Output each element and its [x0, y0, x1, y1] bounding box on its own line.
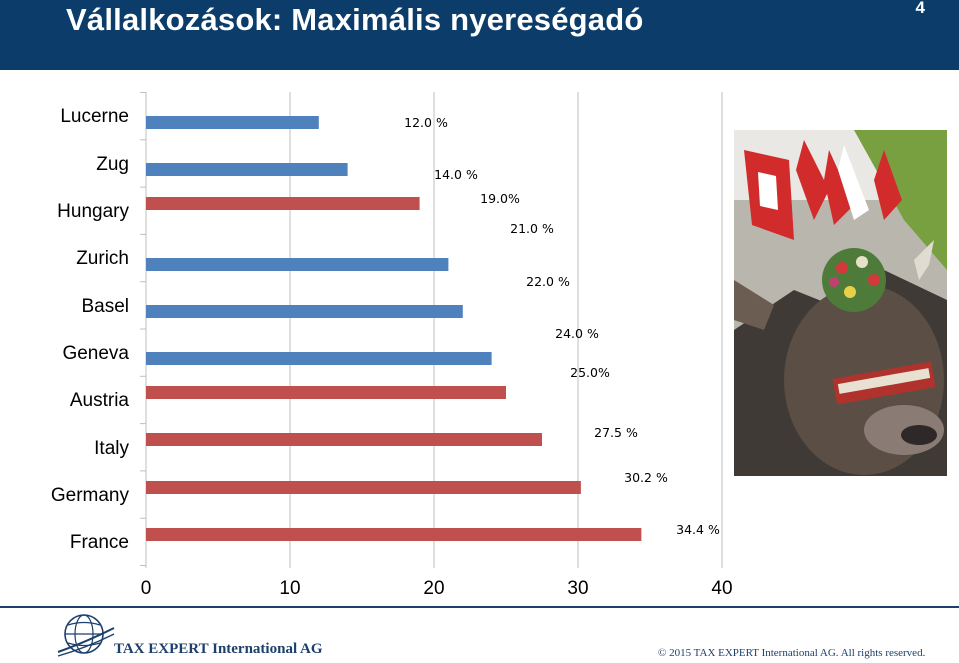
company-name: TAX EXPERT International AG — [114, 641, 323, 657]
x-tick-label: 20 — [423, 578, 444, 599]
data-label: 24.0 % — [555, 326, 599, 341]
bar-hungary — [146, 197, 420, 210]
x-tick-label: 30 — [567, 578, 588, 599]
bar-zurich — [146, 258, 449, 271]
category-label: Germany — [51, 485, 130, 506]
category-label: Hungary — [57, 201, 129, 222]
data-label: 19.0% — [480, 191, 520, 206]
cow-photo — [734, 130, 947, 476]
copyright-text: © 2015 TAX EXPERT International AG. All … — [658, 647, 926, 659]
bar-italy — [146, 433, 542, 446]
bar-lucerne — [146, 116, 319, 129]
globe-logo-icon — [57, 614, 115, 657]
bar-france — [146, 528, 642, 541]
page-number: 4 — [915, 0, 925, 17]
data-label: 30.2 % — [624, 470, 668, 485]
data-label: 34.4 % — [676, 522, 720, 537]
category-label: Basel — [81, 296, 129, 317]
data-label: 21.0 % — [510, 221, 554, 236]
data-label: 14.0 % — [434, 167, 478, 182]
bar-germany — [146, 481, 581, 494]
category-label: France — [70, 532, 129, 553]
category-label: Geneva — [62, 343, 129, 364]
bar-geneva — [146, 352, 492, 365]
bar-zug — [146, 163, 348, 176]
category-label: Italy — [94, 438, 129, 459]
category-label: Zurich — [76, 248, 129, 269]
page-title: Vállalkozások: Maximális nyereségadó — [66, 2, 644, 37]
data-label: 12.0 % — [404, 115, 448, 130]
category-label: Zug — [96, 154, 129, 175]
data-label: 22.0 % — [526, 274, 570, 289]
category-label: Austria — [70, 390, 130, 411]
x-tick-label: 10 — [279, 578, 300, 599]
category-label: Lucerne — [60, 106, 129, 127]
bar-basel — [146, 305, 463, 318]
bar-austria — [146, 386, 506, 399]
header-bar: Vállalkozások: Maximális nyereségadó 4 — [0, 0, 959, 70]
x-tick-label: 0 — [141, 578, 152, 599]
data-label: 27.5 % — [594, 425, 638, 440]
tax-rate-bar-chart: Lucerne Zug Hungary Zurich Basel Geneva Austri… — [51, 92, 733, 599]
footer-divider — [0, 606, 959, 608]
data-label: 25.0% — [570, 365, 610, 380]
x-tick-label: 40 — [711, 578, 732, 599]
